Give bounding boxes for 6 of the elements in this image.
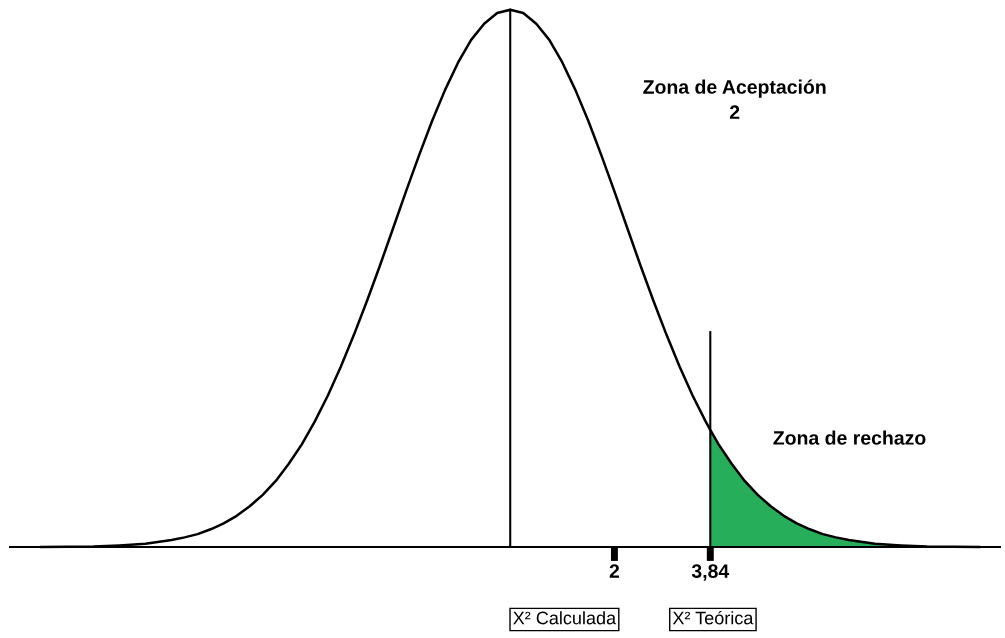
text: X² Teórica — [672, 610, 754, 625]
annotation: Zona de rechazo — [773, 430, 926, 445]
x-tick-label: 3,84 — [691, 564, 730, 581]
annotation: Zona de Aceptación 2 — [643, 79, 826, 119]
text: X² Calculada — [513, 611, 617, 625]
x-tick-label: 2 — [609, 564, 620, 578]
